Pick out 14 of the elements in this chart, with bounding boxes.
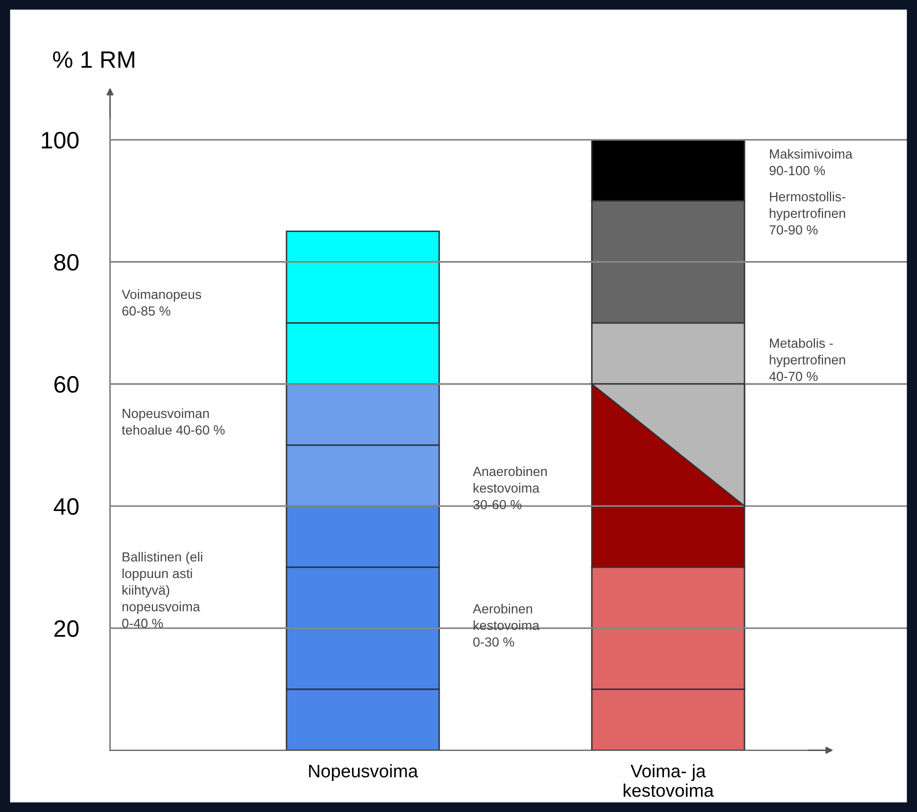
annotation: Nopeusvoiman tehoalue 40-60 % xyxy=(122,408,225,435)
annotation: Maksimivoima 90-100 % xyxy=(770,148,852,176)
annotation: Hermostollis- hypertrofinen 70-90 % xyxy=(770,192,846,235)
x-tick-label: Voima- ja kestovoima xyxy=(624,764,714,797)
x-tick-label: Nopeusvoima xyxy=(309,764,418,782)
y-tick-label: 60 xyxy=(54,376,79,393)
y-axis-title: % 1 RM xyxy=(53,51,134,68)
y-tick-label: 40 xyxy=(54,498,79,515)
annotation: Ballistinen (eli loppuun asti kiihtyvä) nopeusvoima 0-40 % xyxy=(122,552,202,628)
annotation: Metabolis - hypertrofinen 40-70 % xyxy=(769,338,846,382)
y-tick-label: 80 xyxy=(54,254,79,271)
y-tick-label: 20 xyxy=(54,620,79,637)
y-tick-label: 100 xyxy=(42,132,79,149)
annotation: Voimanopeus 60-85 % xyxy=(122,289,202,316)
